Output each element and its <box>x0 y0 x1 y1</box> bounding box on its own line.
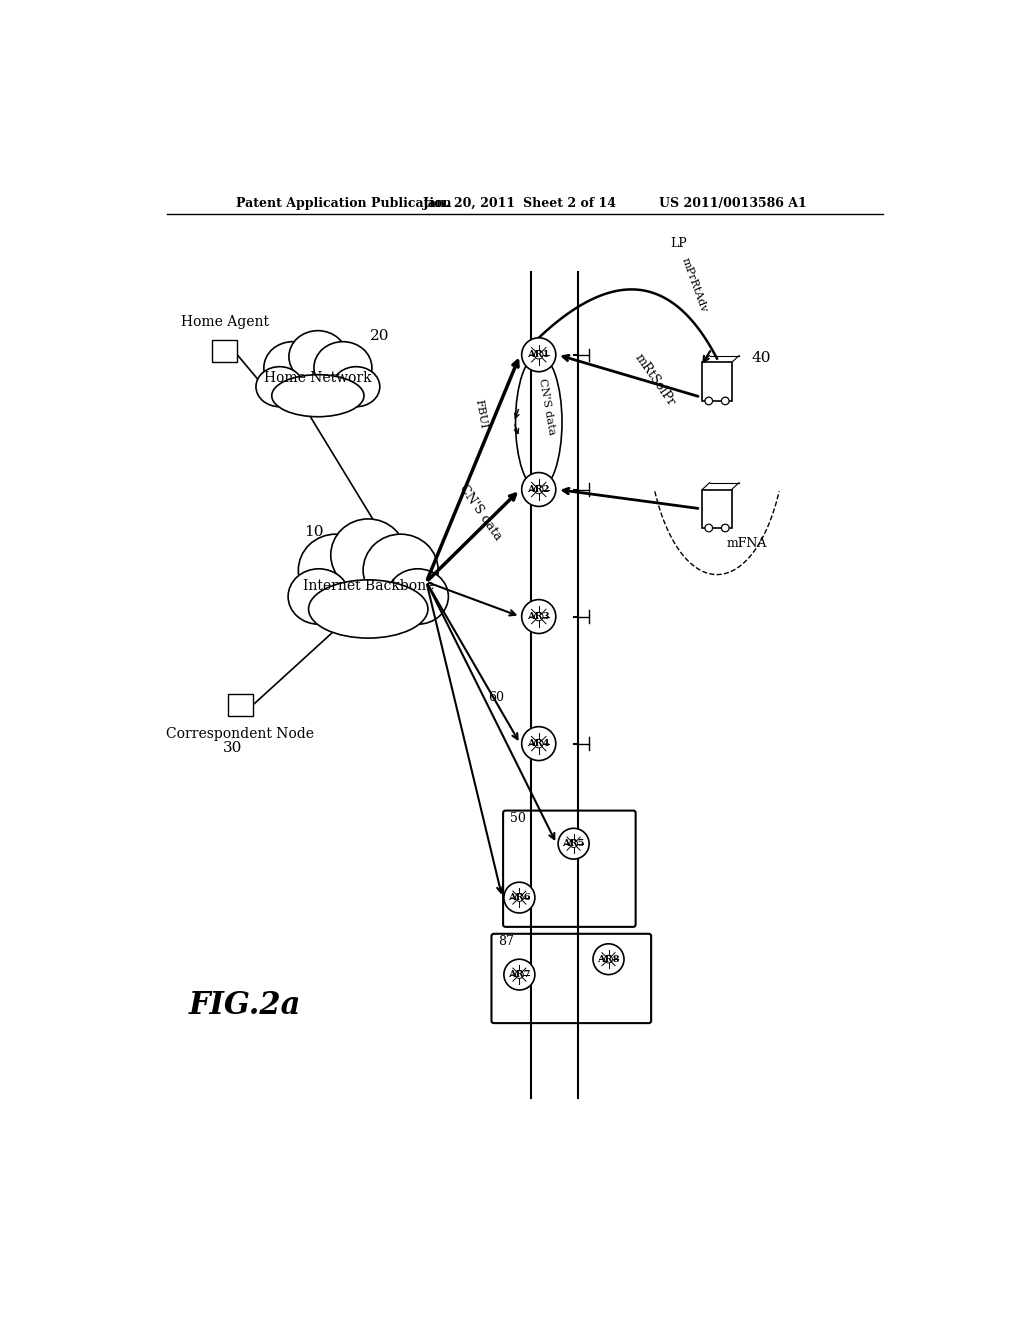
Circle shape <box>535 739 543 748</box>
Text: AR8: AR8 <box>597 954 620 964</box>
Text: mFNA: mFNA <box>726 537 767 550</box>
Text: AR2: AR2 <box>527 484 550 494</box>
Ellipse shape <box>364 535 438 606</box>
Circle shape <box>722 524 729 532</box>
Circle shape <box>515 894 523 902</box>
Ellipse shape <box>264 342 322 393</box>
Text: Sheet 2 of 14: Sheet 2 of 14 <box>523 197 616 210</box>
Text: 40: 40 <box>752 351 771 366</box>
Ellipse shape <box>288 569 349 624</box>
Text: AR5: AR5 <box>562 840 585 849</box>
Text: CN'S data: CN'S data <box>537 378 556 436</box>
Circle shape <box>521 338 556 372</box>
Ellipse shape <box>314 342 372 393</box>
Circle shape <box>521 599 556 634</box>
Text: mPrRtAdv: mPrRtAdv <box>679 256 709 314</box>
Circle shape <box>515 970 523 978</box>
Ellipse shape <box>289 330 347 383</box>
Ellipse shape <box>271 375 364 417</box>
Ellipse shape <box>331 519 406 591</box>
FancyBboxPatch shape <box>228 694 253 715</box>
Text: 87: 87 <box>499 936 514 948</box>
Text: Internet Backbone: Internet Backbone <box>302 578 434 593</box>
Text: FBUI: FBUI <box>473 399 488 430</box>
Text: 20: 20 <box>370 329 389 342</box>
Circle shape <box>504 960 535 990</box>
Circle shape <box>504 882 535 913</box>
Text: AR3: AR3 <box>527 612 550 620</box>
Circle shape <box>535 486 543 494</box>
Circle shape <box>593 944 624 974</box>
Text: AR1: AR1 <box>527 350 550 359</box>
Text: Home Network: Home Network <box>264 371 372 385</box>
FancyBboxPatch shape <box>702 363 732 401</box>
Circle shape <box>535 351 543 359</box>
Circle shape <box>521 726 556 760</box>
Text: Home Agent: Home Agent <box>181 314 269 329</box>
Text: US 2011/0013586 A1: US 2011/0013586 A1 <box>658 197 807 210</box>
FancyBboxPatch shape <box>212 341 238 362</box>
Circle shape <box>521 473 556 507</box>
Circle shape <box>705 397 713 405</box>
Ellipse shape <box>387 569 449 624</box>
Text: AR6: AR6 <box>508 894 530 902</box>
Text: mRtSolPr: mRtSolPr <box>632 351 678 408</box>
Text: Jan. 20, 2011: Jan. 20, 2011 <box>423 197 516 210</box>
Text: Correspondent Node: Correspondent Node <box>166 727 314 742</box>
Text: LP: LP <box>671 236 687 249</box>
Ellipse shape <box>298 535 374 606</box>
Text: AR4: AR4 <box>527 739 550 748</box>
Ellipse shape <box>256 367 303 407</box>
FancyBboxPatch shape <box>702 490 732 528</box>
Circle shape <box>604 956 612 964</box>
Circle shape <box>535 612 543 620</box>
Ellipse shape <box>333 367 380 407</box>
Circle shape <box>705 524 713 532</box>
Circle shape <box>569 840 578 847</box>
Text: 10: 10 <box>304 525 324 539</box>
Text: 60: 60 <box>488 690 504 704</box>
Text: FIG.2a: FIG.2a <box>188 990 301 1020</box>
Text: AR7: AR7 <box>508 970 530 979</box>
Circle shape <box>722 397 729 405</box>
Text: CN'S data: CN'S data <box>457 482 505 543</box>
Text: Patent Application Publication: Patent Application Publication <box>237 197 452 210</box>
Ellipse shape <box>308 579 428 638</box>
Text: 30: 30 <box>223 742 243 755</box>
Circle shape <box>558 829 589 859</box>
Text: 50: 50 <box>510 812 526 825</box>
